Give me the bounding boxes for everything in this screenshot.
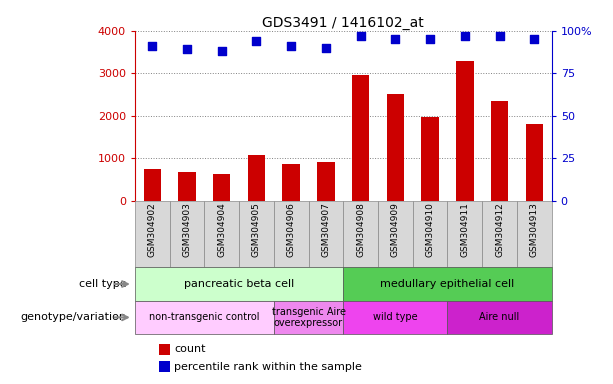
Text: GSM304909: GSM304909 (391, 203, 400, 258)
Text: non-transgenic control: non-transgenic control (149, 313, 259, 323)
Point (182, 46, 192, 53)
Bar (352, 75, 369, 200)
Text: genotype/variation: genotype/variation (20, 313, 126, 323)
Point (390, 36, 400, 42)
Bar (143, 169, 161, 200)
Bar (135, 200, 170, 267)
Bar (378, 200, 413, 267)
Text: medullary epithelial cell: medullary epithelial cell (380, 279, 515, 289)
Point (321, 45, 331, 51)
Text: GSM304911: GSM304911 (460, 203, 470, 258)
Text: GSM304905: GSM304905 (252, 203, 261, 258)
Point (217, 48, 227, 54)
Point (495, 33, 504, 39)
Bar (387, 94, 404, 200)
Bar (491, 101, 508, 200)
Point (251, 38, 261, 44)
Bar (213, 174, 230, 200)
Text: GSM304912: GSM304912 (495, 203, 504, 257)
Bar (343, 267, 552, 301)
Text: pancreatic beta cell: pancreatic beta cell (184, 279, 294, 289)
Text: GSM304907: GSM304907 (321, 203, 330, 258)
Text: GSM304902: GSM304902 (148, 203, 157, 257)
Text: GSM304913: GSM304913 (530, 203, 539, 258)
Bar (239, 200, 274, 267)
Text: count: count (174, 344, 205, 354)
Text: transgenic Aire
overexpressor: transgenic Aire overexpressor (272, 306, 346, 328)
Bar (135, 267, 343, 301)
Bar (274, 200, 308, 267)
Bar (526, 124, 543, 200)
Bar (343, 200, 378, 267)
Bar (204, 200, 239, 267)
Text: percentile rank within the sample: percentile rank within the sample (174, 362, 362, 372)
Bar (308, 200, 343, 267)
Bar (517, 200, 552, 267)
Point (147, 43, 157, 49)
Text: Aire null: Aire null (479, 313, 520, 323)
Bar (456, 61, 474, 200)
Point (425, 36, 435, 42)
Bar (447, 301, 552, 334)
Text: GSM304904: GSM304904 (217, 203, 226, 257)
Point (460, 33, 470, 39)
Bar (447, 200, 482, 267)
Bar (274, 301, 343, 334)
Point (356, 33, 365, 39)
Point (286, 43, 296, 49)
Bar (413, 200, 447, 267)
Bar (318, 162, 335, 200)
Bar (135, 301, 274, 334)
Text: GSM304906: GSM304906 (287, 203, 295, 258)
Text: GSM304903: GSM304903 (183, 203, 191, 258)
Title: GDS3491 / 1416102_at: GDS3491 / 1416102_at (262, 16, 424, 30)
Bar (422, 118, 439, 200)
Text: GSM304910: GSM304910 (425, 203, 435, 258)
Text: cell type: cell type (79, 279, 126, 289)
Text: wild type: wild type (373, 313, 417, 323)
Bar (178, 172, 196, 200)
Bar (482, 200, 517, 267)
Bar (343, 301, 447, 334)
Bar (248, 155, 265, 200)
Bar (283, 164, 300, 200)
Point (530, 36, 539, 42)
Bar (170, 200, 204, 267)
Text: GSM304908: GSM304908 (356, 203, 365, 258)
